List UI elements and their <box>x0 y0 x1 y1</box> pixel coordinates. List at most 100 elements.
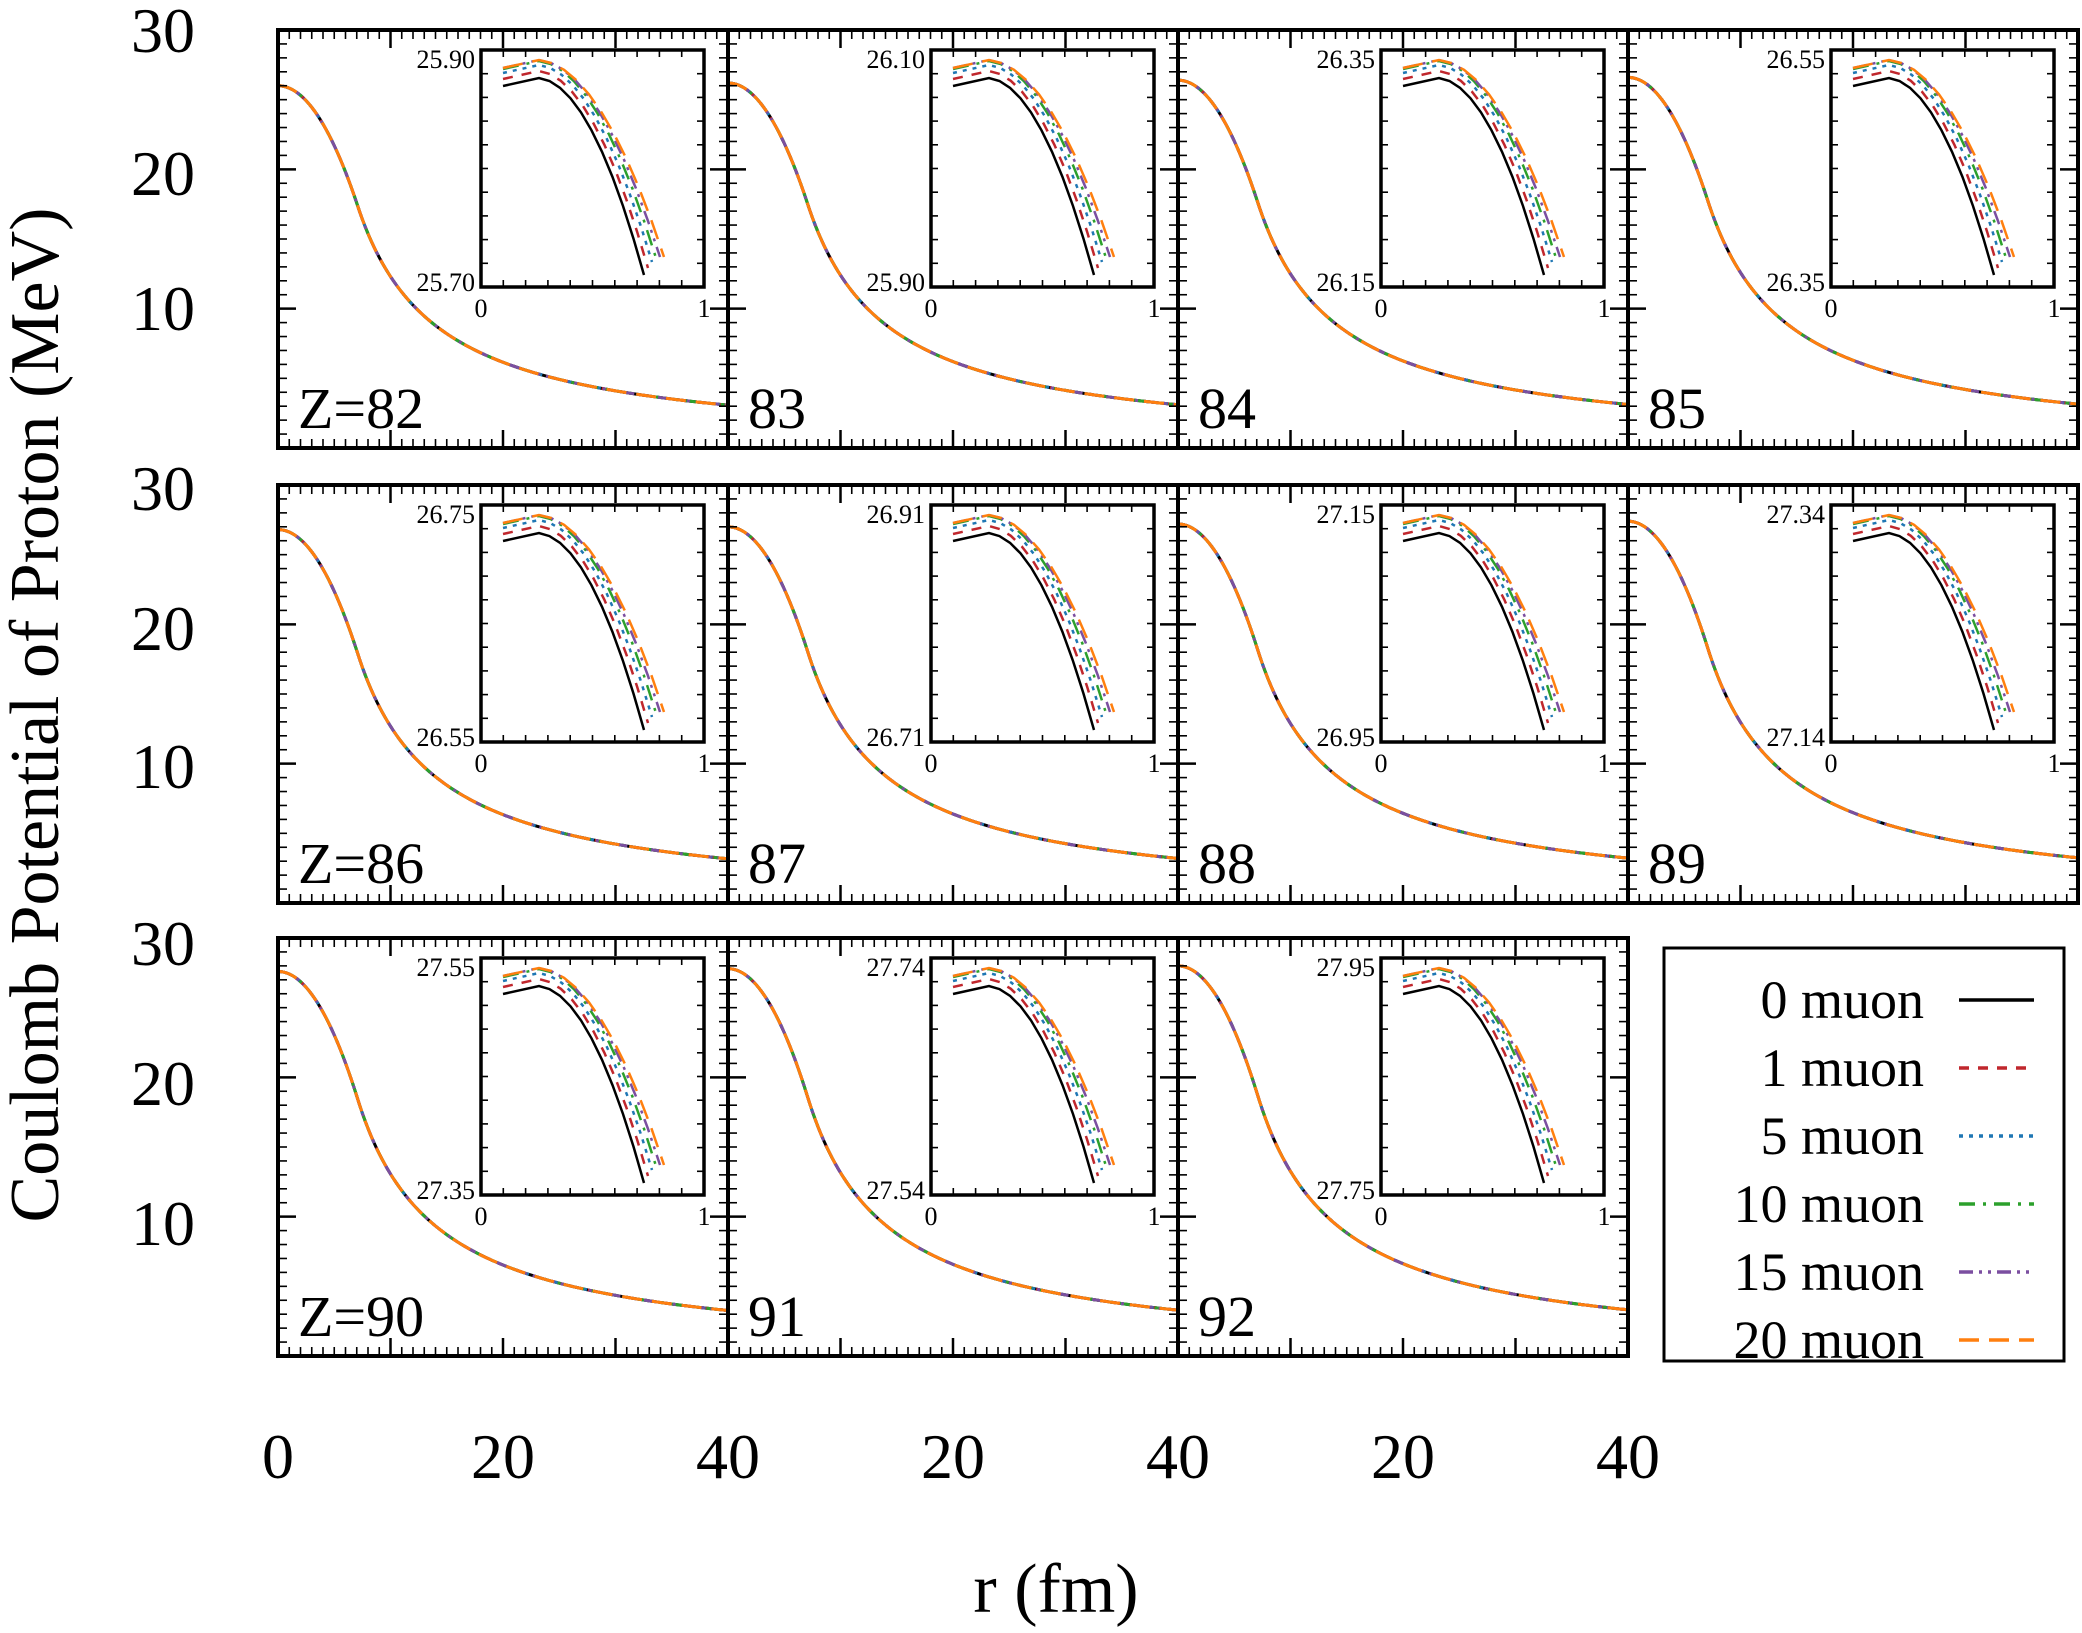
inset-x-tick: 1 <box>1598 1202 1611 1231</box>
inset-y-tick-bottom: 26.35 <box>1767 268 1826 297</box>
inset-x-tick: 1 <box>1148 294 1161 323</box>
inset-x-tick: 1 <box>1598 749 1611 778</box>
inset-z90: 27.55 27.350 1 <box>417 953 711 1231</box>
y-tick-label: 20 <box>131 593 195 664</box>
series-line-15-muon <box>1628 519 2078 860</box>
inset-y-tick-top: 27.34 <box>1767 500 1826 529</box>
series-line-15-muon <box>1628 75 2078 406</box>
x-tick-label: 40 <box>1596 1421 1660 1492</box>
inset-y-tick-top: 26.91 <box>867 500 926 529</box>
inset-x-tick: 0 <box>1375 1202 1388 1231</box>
panel-label: 88 <box>1198 831 1256 896</box>
y-tick-label: 20 <box>131 1048 195 1119</box>
inset-y-tick-top: 27.55 <box>417 953 476 982</box>
inset-series-line-1-muon <box>1852 69 2000 269</box>
inset-z87: 26.91 26.710 1 <box>867 500 1161 778</box>
y-tick-label: 30 <box>131 908 195 979</box>
inset-curves <box>1852 58 2016 276</box>
inset-curves <box>952 513 1116 731</box>
inset-z82: 25.90 25.700 1 <box>417 45 711 323</box>
series-line-20-muon <box>278 528 728 861</box>
inset-y-tick-top: 26.75 <box>417 500 476 529</box>
inset-x-tick: 0 <box>925 1202 938 1231</box>
inset-series-line-20-muon <box>1402 58 1566 258</box>
inset-series-line-1-muon <box>1402 524 1550 724</box>
inset-y-tick-top: 26.55 <box>1767 45 1826 74</box>
inset-y-tick-bottom: 27.35 <box>417 1176 476 1205</box>
x-tick-label: 40 <box>1146 1421 1210 1492</box>
legend-frame <box>1662 946 2066 1363</box>
inset-x-tick: 1 <box>1598 294 1611 323</box>
panel-z87: 87 26.91 26.710 1 <box>726 483 1180 905</box>
y-axis-label: Coulomb Potential of Proton (MeV) <box>0 208 74 1223</box>
inset-x-tick: 1 <box>2048 749 2061 778</box>
x-tick-label: 20 <box>471 1421 535 1492</box>
panel-label: Z=82 <box>298 376 424 441</box>
inset-y-tick-top: 27.74 <box>867 953 926 982</box>
main-curves <box>1178 78 1628 406</box>
inset-y-tick-top: 25.90 <box>417 45 476 74</box>
inset-x-tick: 0 <box>1375 749 1388 778</box>
series-line-20-muon <box>278 84 728 407</box>
inset-series-line-20-muon <box>952 513 1116 713</box>
inset-series-line-1-muon <box>502 69 650 269</box>
inset-curves <box>952 58 1116 276</box>
main-curves <box>728 81 1178 407</box>
y-tick-label: 20 <box>131 138 195 209</box>
main-curves <box>728 967 1178 1312</box>
legend-label: 10 muon <box>1733 1174 1924 1234</box>
inset-series-line-20-muon <box>1402 513 1566 713</box>
panel-z89: 89 27.34 27.140 1 <box>1626 483 2080 905</box>
inset-background <box>1831 505 2054 742</box>
inset-background <box>931 505 1154 742</box>
inset-series-line-20-muon <box>1852 58 2016 258</box>
inset-y-tick-bottom: 27.75 <box>1317 1176 1376 1205</box>
inset-series-line-20-muon <box>952 58 1116 258</box>
inset-series-line-0-muon <box>502 531 646 731</box>
panel-label: 91 <box>748 1284 806 1349</box>
legend-label: 1 muon <box>1760 1038 1924 1098</box>
y-tick-labels-row-1: 30 20 10 <box>131 0 195 344</box>
x-axis-label: r (fm) <box>973 1551 1138 1628</box>
inset-x-tick: 1 <box>1148 1202 1161 1231</box>
y-tick-label: 10 <box>131 273 195 344</box>
panel-z85: 85 26.55 26.350 1 <box>1626 28 2080 450</box>
legend-label: 0 muon <box>1760 970 1924 1030</box>
series-line-20-muon <box>728 525 1178 860</box>
inset-y-tick-top: 27.95 <box>1317 953 1376 982</box>
series-line-20-muon <box>728 967 1178 1312</box>
inset-background <box>1381 50 1604 287</box>
main-curves <box>278 528 728 861</box>
inset-series-line-1-muon <box>1852 524 2000 724</box>
panel-label: 84 <box>1198 376 1256 441</box>
inset-x-tick: 0 <box>475 294 488 323</box>
main-curves <box>278 969 728 1312</box>
inset-series-line-0-muon <box>502 984 646 1184</box>
inset-x-tick: 1 <box>698 749 711 778</box>
x-tick-label: 20 <box>1371 1421 1435 1492</box>
y-tick-label: 10 <box>131 1188 195 1259</box>
inset-series-line-1-muon <box>1402 977 1550 1177</box>
inset-series-line-1-muon <box>502 524 650 724</box>
x-tick-label: 20 <box>921 1421 985 1492</box>
inset-x-tick: 1 <box>698 294 711 323</box>
y-tick-labels-row-3: 30 20 10 <box>131 908 195 1259</box>
inset-series-line-0-muon <box>1402 531 1546 731</box>
inset-x-tick: 1 <box>1148 749 1161 778</box>
inset-y-tick-top: 26.35 <box>1317 45 1376 74</box>
inset-y-tick-top: 26.10 <box>867 45 926 74</box>
x-tick-labels: 0 20 40 20 40 20 40 <box>262 1421 1660 1492</box>
series-line-20-muon <box>1628 75 2078 406</box>
x-tick-label: 0 <box>262 1421 294 1492</box>
panel-label: 89 <box>1648 831 1706 896</box>
y-tick-labels-row-2: 30 20 10 <box>131 453 195 802</box>
inset-series-line-0-muon <box>952 76 1096 276</box>
x-tick-label: 40 <box>696 1421 760 1492</box>
inset-background <box>481 50 704 287</box>
main-curves <box>1628 75 2078 406</box>
inset-x-tick: 0 <box>1375 294 1388 323</box>
panel-label: Z=90 <box>298 1284 424 1349</box>
main-curves <box>728 525 1178 860</box>
inset-z88: 27.15 26.950 1 <box>1317 500 1611 778</box>
